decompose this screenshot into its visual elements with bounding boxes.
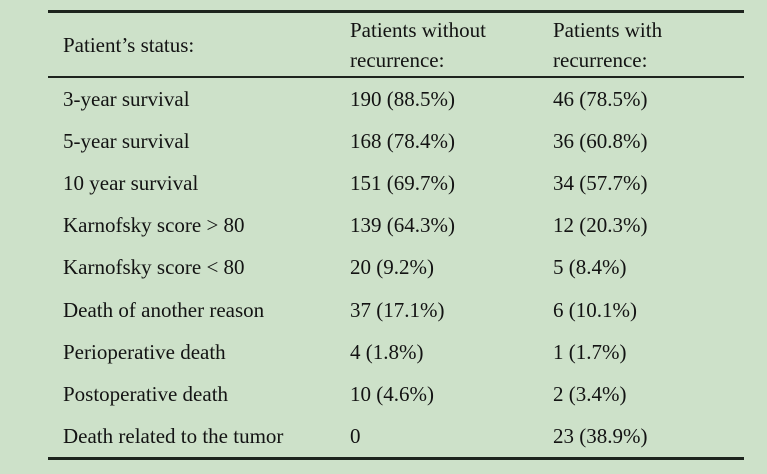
without-recurrence-cell: 20 (9.2%) <box>350 255 434 280</box>
with-recurrence-cell: 46 (78.5%) <box>553 87 648 112</box>
without-recurrence-cell: 37 (17.1%) <box>350 297 445 322</box>
without-recurrence-cell: 190 (88.5%) <box>350 87 455 112</box>
with-recurrence-cell: 23 (38.9%) <box>553 423 648 448</box>
status-cell: Karnofsky score < 80 <box>63 255 245 280</box>
with-recurrence-cell: 6 (10.1%) <box>553 297 637 322</box>
with-recurrence-cell: 5 (8.4%) <box>553 255 627 280</box>
column-header-status: Patient’s status: <box>63 32 195 57</box>
status-cell: Death of another reason <box>63 297 265 322</box>
table-row: Death related to the tumor 0 23 (38.9%) <box>48 415 744 457</box>
table-row: Karnofsky score > 80 139 (64.3%) 12 (20.… <box>48 204 744 246</box>
with-recurrence-cell: 34 (57.7%) <box>553 171 648 196</box>
table-header-row: Patient’s status: Patients without recur… <box>48 13 744 78</box>
table-row: 5-year survival 168 (78.4%) 36 (60.8%) <box>48 120 744 162</box>
status-cell: 10 year survival <box>63 171 199 196</box>
without-recurrence-cell: 168 (78.4%) <box>350 129 455 154</box>
without-recurrence-cell: 0 <box>350 423 361 448</box>
table-row: Death of another reason 37 (17.1%) 6 (10… <box>48 288 744 330</box>
status-cell: Postoperative death <box>63 381 229 406</box>
table-row: Karnofsky score < 80 20 (9.2%) 5 (8.4%) <box>48 246 744 288</box>
table-row: 10 year survival 151 (69.7%) 34 (57.7%) <box>48 162 744 204</box>
table-row: Perioperative death 4 (1.8%) 1 (1.7%) <box>48 331 744 373</box>
status-cell: Death related to the tumor <box>63 423 284 448</box>
column-header-with-recurrence: Patients with recurrence: <box>553 17 663 72</box>
without-recurrence-cell: 139 (64.3%) <box>350 213 455 238</box>
without-recurrence-cell: 4 (1.8%) <box>350 339 424 364</box>
status-cell: 3-year survival <box>63 87 190 112</box>
without-recurrence-cell: 10 (4.6%) <box>350 381 434 406</box>
without-recurrence-cell: 151 (69.7%) <box>350 171 455 196</box>
with-recurrence-cell: 2 (3.4%) <box>553 381 627 406</box>
with-recurrence-cell: 1 (1.7%) <box>553 339 627 364</box>
with-recurrence-cell: 12 (20.3%) <box>553 213 648 238</box>
status-cell: 5-year survival <box>63 129 190 154</box>
with-recurrence-cell: 36 (60.8%) <box>553 129 648 154</box>
status-cell: Perioperative death <box>63 339 226 364</box>
patient-status-table: Patient’s status: Patients without recur… <box>48 10 744 460</box>
status-cell: Karnofsky score > 80 <box>63 213 245 238</box>
column-header-without-recurrence: Patients without recurrence: <box>350 17 486 72</box>
table-row: 3-year survival 190 (88.5%) 46 (78.5%) <box>48 78 744 120</box>
table-row: Postoperative death 10 (4.6%) 2 (3.4%) <box>48 373 744 415</box>
